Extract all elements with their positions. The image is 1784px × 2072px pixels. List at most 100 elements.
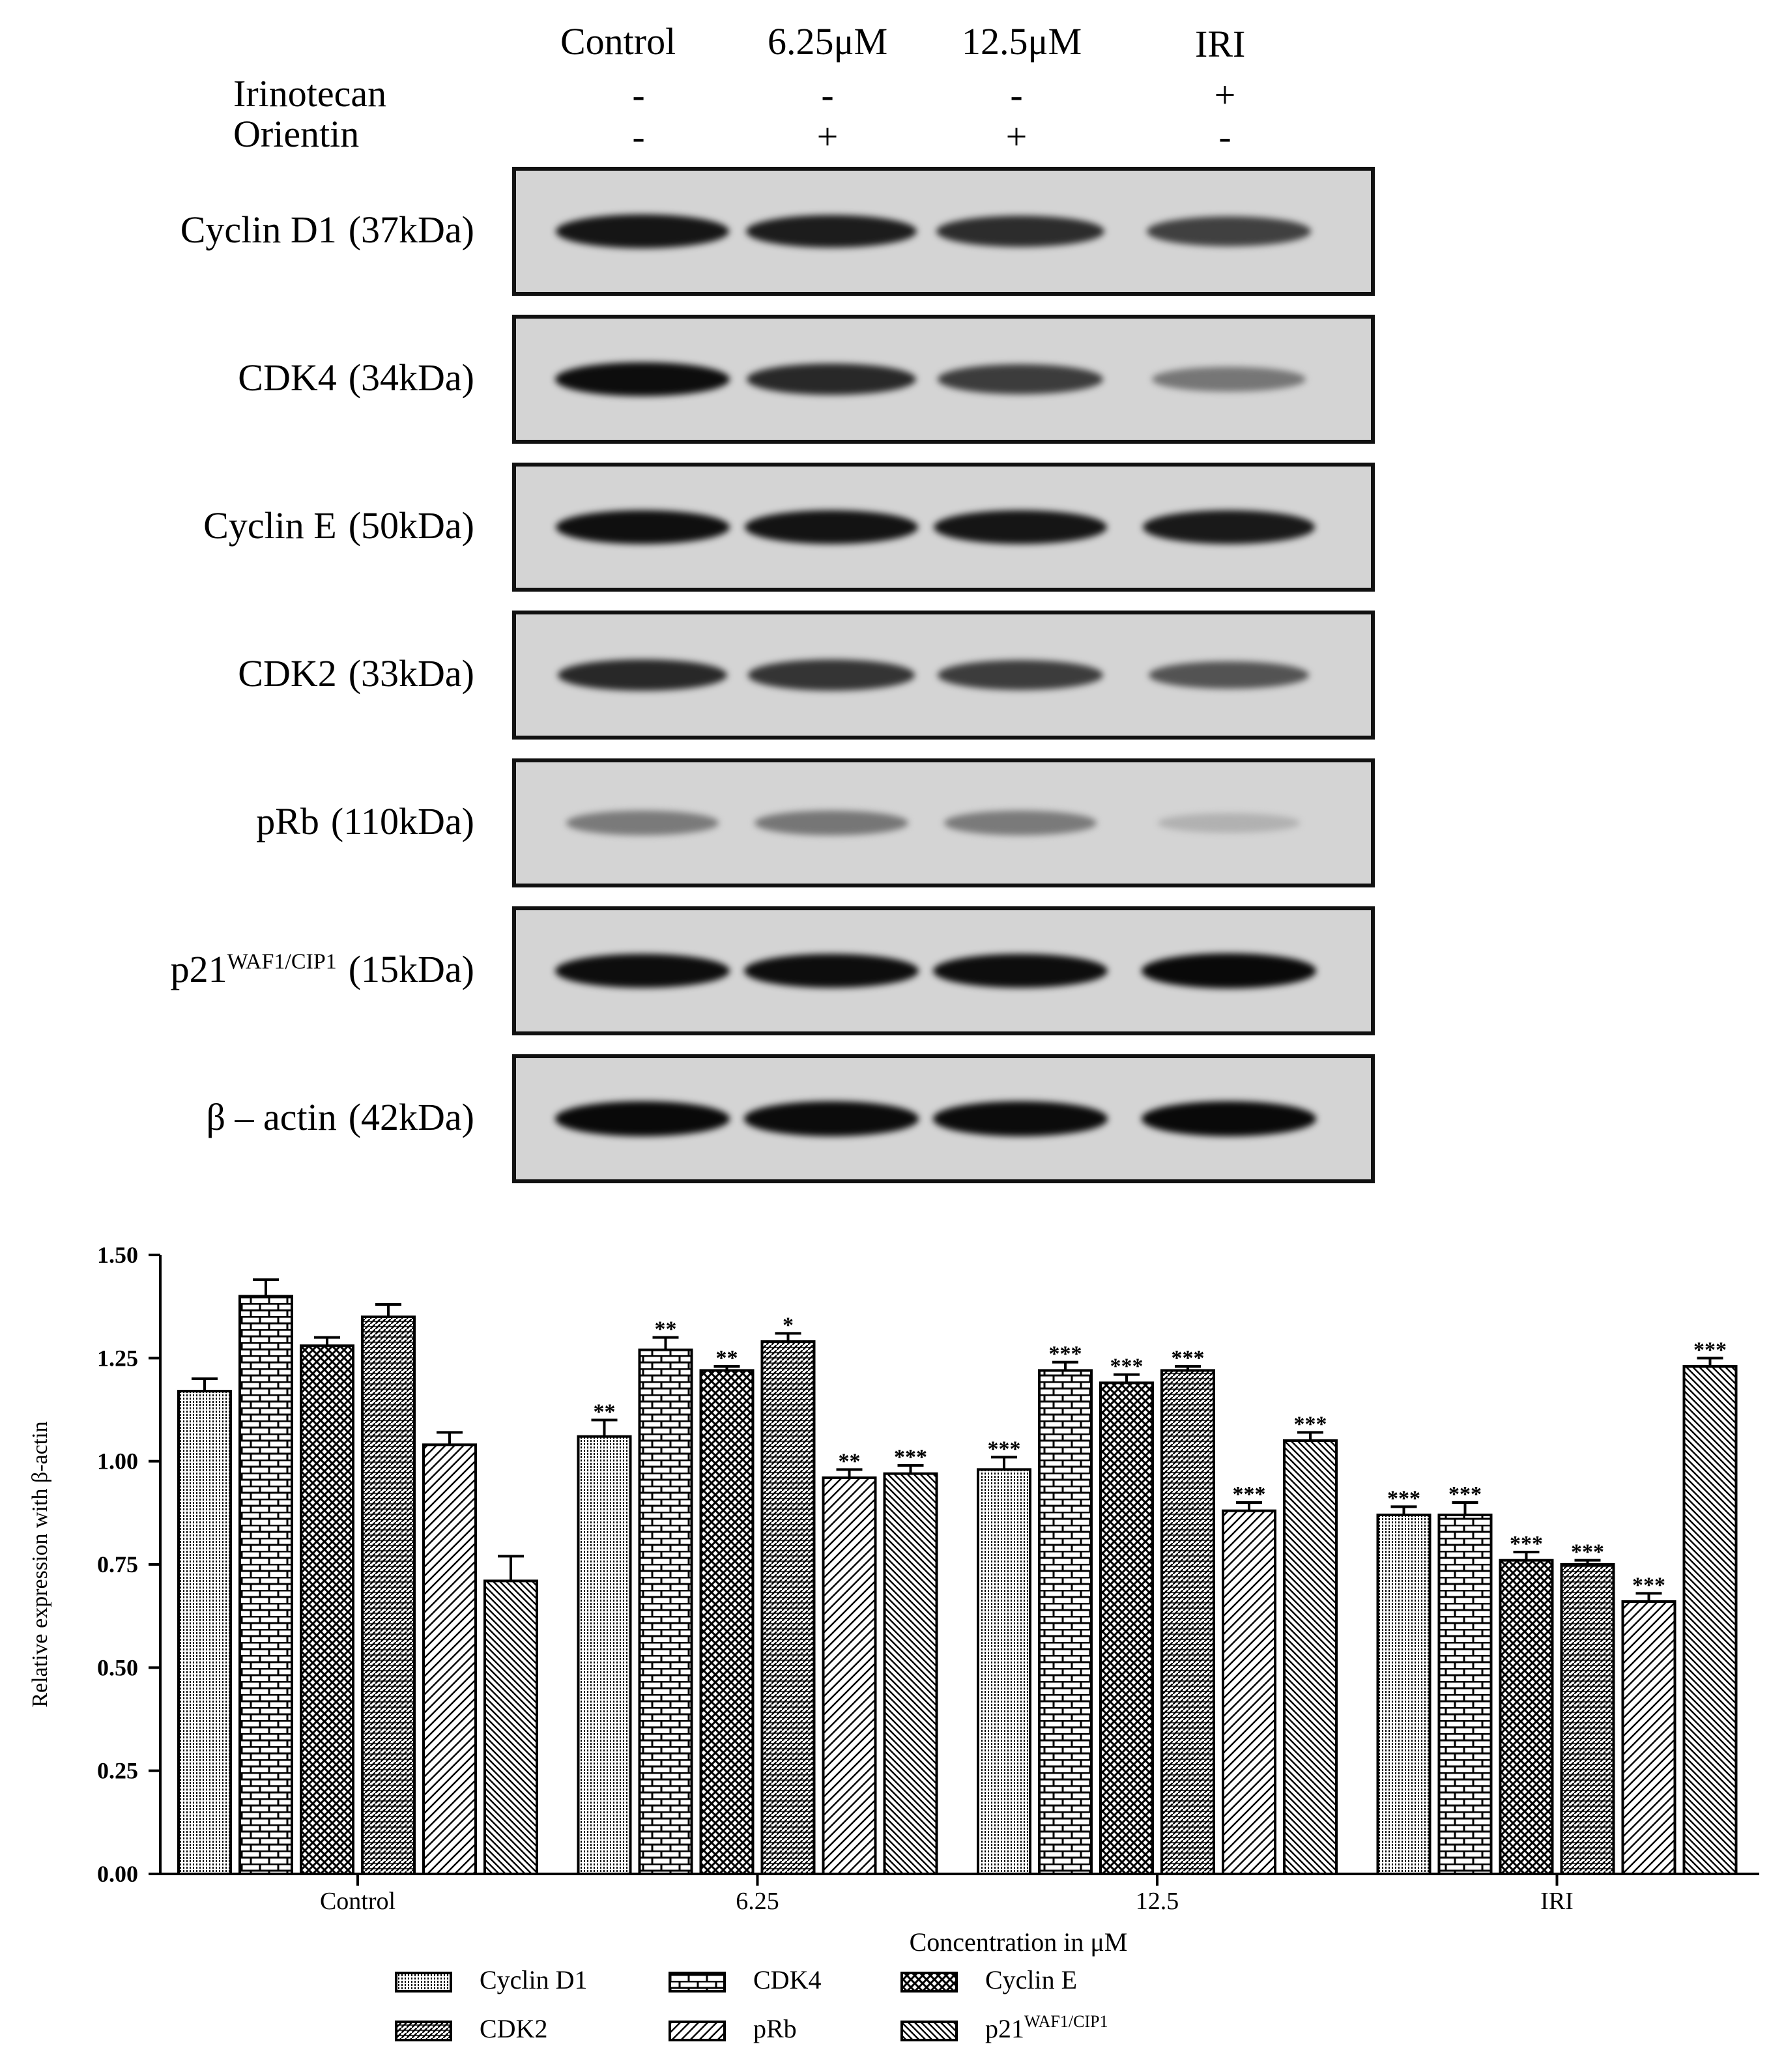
bar — [1038, 1369, 1093, 1876]
protein-superscript: WAF1/CIP1 — [227, 949, 337, 974]
blot-band — [748, 659, 915, 691]
protein-label: Cyclin D1 (37kDa) — [180, 208, 474, 252]
bar — [300, 1344, 354, 1876]
legend-series-name: Cyclin E — [985, 1965, 1077, 1994]
blot-band — [1141, 1101, 1317, 1136]
treatment-sign: + — [1214, 74, 1236, 116]
blot-band — [745, 214, 917, 248]
protein-size: (50kDa) — [348, 504, 474, 547]
significance-label: *** — [1233, 1482, 1266, 1506]
protein-name: CDK4 — [238, 356, 337, 399]
treatment-label-irinotecan: Irinotecan — [233, 72, 387, 115]
significance-label: ** — [839, 1449, 861, 1473]
y-tick-label: 1.50 — [97, 1242, 138, 1268]
blot-band — [933, 953, 1108, 988]
bar — [1621, 1600, 1676, 1875]
protein-name: β – actin — [206, 1096, 337, 1138]
blot-band — [1158, 813, 1300, 833]
blot-band — [743, 1101, 919, 1136]
blot-band — [744, 953, 919, 988]
bar-chart: 0.00 0.25 0.50 0.75 1.00 1.25 1.50 Relative exp… — [28, 1242, 1759, 2043]
blot-band — [745, 510, 918, 544]
y-tick-label: 1.25 — [97, 1345, 138, 1371]
bar — [822, 1476, 877, 1875]
blot-strip — [512, 611, 1375, 740]
protein-name: Cyclin E — [203, 504, 337, 547]
significance-label: *** — [1387, 1486, 1420, 1510]
bar — [483, 1579, 538, 1875]
significance-label: *** — [1693, 1338, 1727, 1362]
bar — [699, 1369, 755, 1876]
protein-name: p21 — [170, 948, 227, 990]
legend-series-name: CDK4 — [753, 1965, 821, 1994]
blot-band — [944, 811, 1097, 835]
blot-strip — [512, 463, 1375, 592]
blot-strip — [512, 758, 1375, 887]
significance-label: *** — [1049, 1342, 1082, 1366]
significance-label: *** — [1294, 1412, 1327, 1436]
chart-legend: Cyclin D1 CDK4 Cyclin E CDK2 pRb p21WAF1/CIP1 — [395, 1965, 1108, 2043]
legend-series-name: pRb — [753, 2014, 797, 2043]
protein-label: Cyclin E (50kDa) — [203, 504, 474, 547]
protein-size: (110kDa) — [330, 800, 474, 842]
lane-header-control: Control — [560, 20, 676, 63]
significance-label: *** — [1448, 1482, 1482, 1506]
x-axis-label: Concentration in μM — [910, 1927, 1128, 1957]
protein-label: CDK2 (33kDa) — [238, 652, 474, 695]
blot-band — [555, 510, 730, 545]
y-tick-label: 0.00 — [97, 1861, 138, 1887]
significance-label: *** — [894, 1445, 927, 1469]
significance-label: *** — [1571, 1540, 1604, 1564]
x-tick-label: Control — [320, 1888, 396, 1915]
legend-label: CDK4 — [753, 1965, 821, 1994]
blot-band — [558, 659, 727, 691]
treatment-sign: - — [821, 74, 834, 116]
blot-band — [938, 364, 1103, 395]
bar — [760, 1340, 816, 1875]
blot-band — [747, 363, 916, 396]
blot-strip — [512, 315, 1375, 444]
blot-band — [1147, 216, 1311, 246]
bar — [577, 1435, 632, 1875]
blot-band — [1143, 510, 1315, 544]
bar — [1682, 1365, 1738, 1875]
blot-band — [934, 510, 1107, 544]
legend-swatch — [900, 1972, 958, 1993]
blot-band — [1141, 953, 1317, 988]
treatment-sign: + — [816, 115, 839, 158]
legend-label: CDK2 — [480, 2014, 547, 2043]
legend-series-name: CDK2 — [480, 2014, 547, 2043]
bar — [1160, 1369, 1215, 1876]
bar — [177, 1390, 232, 1875]
significance-label: *** — [1510, 1532, 1543, 1556]
significance-label: *** — [988, 1437, 1021, 1461]
blot-strip — [512, 167, 1375, 296]
significance-label: ** — [655, 1317, 677, 1342]
protein-name: CDK2 — [238, 652, 337, 695]
bar — [638, 1348, 693, 1875]
legend-swatch — [900, 2021, 958, 2041]
legend-label: pRb — [753, 2014, 797, 2043]
bar — [883, 1472, 938, 1875]
blot-band — [1149, 661, 1309, 689]
significance-label: *** — [1632, 1573, 1665, 1597]
blot-strip — [512, 906, 1375, 1035]
blot-strip — [512, 1054, 1375, 1183]
legend-swatch — [395, 1972, 452, 1993]
blot-band — [555, 953, 730, 988]
lane-header-6-25: 6.25μM — [768, 20, 888, 63]
lane-header-iri: IRI — [1195, 23, 1246, 65]
legend-label: Cyclin E — [985, 1965, 1077, 1994]
blot-band — [566, 811, 719, 835]
x-tick-label: 6.25 — [736, 1888, 779, 1915]
protein-size: (33kDa) — [348, 652, 474, 695]
protein-label: pRb (110kDa) — [256, 799, 474, 843]
treatment-label-orientin: Orientin — [233, 113, 360, 155]
lane-header-12-5: 12.5μM — [962, 20, 1082, 63]
protein-size: (34kDa) — [348, 356, 474, 399]
legend-series-superscript: WAF1/CIP1 — [1024, 2012, 1108, 2031]
blot-band — [554, 1101, 730, 1136]
significance-label: *** — [1110, 1355, 1144, 1379]
bar — [1283, 1439, 1338, 1875]
blot-band — [938, 659, 1103, 691]
